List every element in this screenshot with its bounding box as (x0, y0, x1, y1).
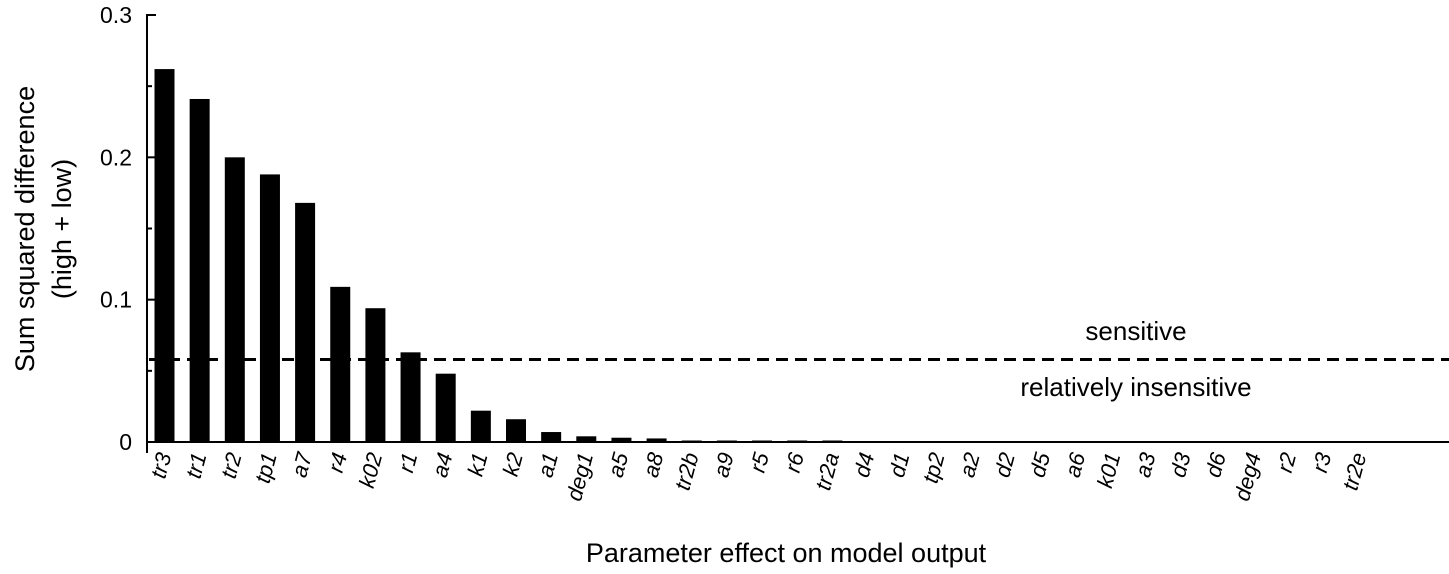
bar-a4 (435, 373, 456, 442)
category-label-tr2b: tr2b (670, 450, 704, 493)
category-label-r1: r1 (393, 450, 422, 475)
category-label-tr3: tr3 (146, 449, 177, 481)
bar-k2 (506, 419, 526, 442)
category-label-a9: a9 (708, 450, 738, 480)
category-label-deg1: deg1 (561, 450, 598, 504)
bar-tr2a (822, 440, 843, 442)
category-label-d1: d1 (884, 450, 914, 480)
category-label-k2: k2 (498, 450, 528, 479)
y-tick-label: 0.1 (100, 287, 132, 313)
category-label-a1: a1 (532, 450, 562, 480)
category-label-tp2: tp2 (918, 450, 950, 486)
category-label-r3: r3 (1307, 449, 1336, 475)
bar-r5 (752, 440, 773, 442)
category-label-tr2: tr2 (216, 450, 247, 481)
category-label-r5: r5 (745, 449, 774, 475)
category-label-r2: r2 (1272, 450, 1301, 475)
bar-tr1 (189, 98, 210, 442)
bar-tr2b (681, 440, 702, 442)
bar-a1 (541, 432, 562, 442)
bar-a8 (646, 438, 667, 442)
category-label-a5: a5 (603, 449, 634, 480)
category-label-k01: k01 (1092, 450, 1125, 491)
category-label-d6: d6 (1200, 449, 1231, 480)
category-label-tr1: tr1 (181, 450, 212, 481)
category-label-a6: a6 (1060, 449, 1091, 480)
bar-tr2 (224, 157, 245, 443)
category-label-a8: a8 (638, 449, 669, 480)
category-label-r4: r4 (323, 450, 352, 475)
category-label-tp1: tp1 (250, 450, 282, 486)
bar-a9 (716, 440, 737, 442)
relatively-insensitive-label: relatively insensitive (1020, 372, 1251, 402)
bar-tp1 (259, 174, 280, 442)
category-label-d4: d4 (849, 450, 879, 480)
bar-deg1 (576, 436, 597, 442)
y-axis-title-line1: Sum squared difference (10, 86, 40, 372)
category-label-d3: d3 (1165, 449, 1196, 480)
sensitive-label: sensitive (1085, 316, 1186, 346)
y-tick-label: 0 (119, 429, 132, 455)
bar-r4 (330, 286, 351, 442)
y-axis: 0 0.1 0.2 0.3 (100, 2, 156, 455)
category-label-d2: d2 (989, 450, 1019, 480)
category-label-k02: k02 (354, 450, 387, 491)
category-label-tr2a: tr2a (810, 450, 844, 493)
category-label-r6: r6 (780, 449, 809, 475)
bar-a7 (295, 202, 316, 442)
category-label-tr2e: tr2e (1337, 450, 1371, 493)
x-axis-title: Parameter effect on model output (586, 538, 987, 568)
bar-r1 (400, 352, 421, 442)
bars (154, 69, 843, 443)
bar-r6 (787, 440, 808, 442)
y-tick-label: 0.2 (100, 144, 132, 170)
category-label-a2: a2 (954, 450, 984, 480)
category-label-a4: a4 (427, 450, 457, 480)
category-label-k1: k1 (463, 450, 493, 479)
bar-k02 (365, 308, 386, 442)
bar-k1 (470, 410, 491, 442)
category-label-a7: a7 (286, 449, 317, 480)
y-axis-title-line2: (high + low) (47, 159, 77, 299)
y-tick-label: 0.3 (100, 2, 132, 28)
bar-tr3 (154, 69, 175, 442)
category-label-a3: a3 (1130, 449, 1161, 480)
category-label-deg4: deg4 (1229, 450, 1266, 504)
category-label-d5: d5 (1025, 449, 1056, 480)
bar-a5 (611, 437, 632, 442)
